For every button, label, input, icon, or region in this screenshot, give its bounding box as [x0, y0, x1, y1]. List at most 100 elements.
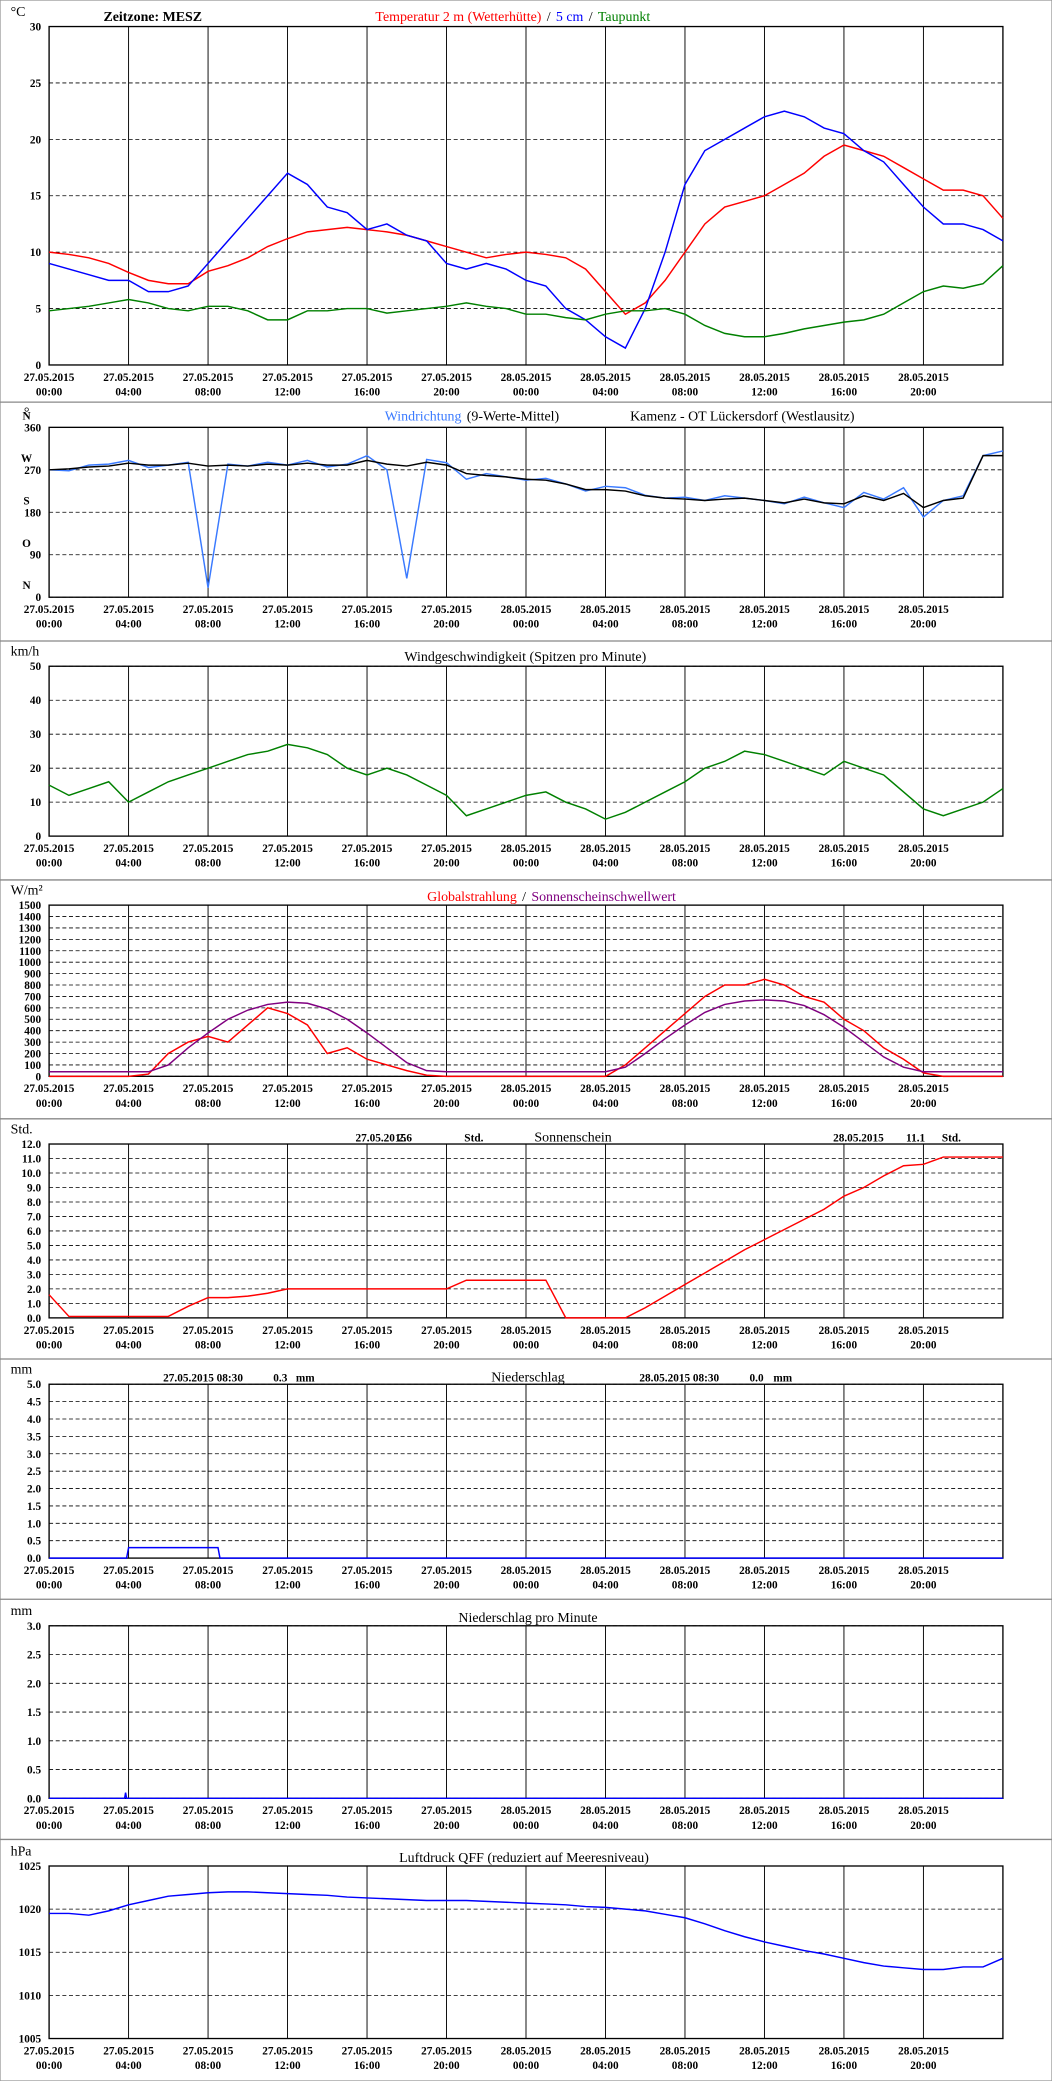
x-tick-label: 04:00: [592, 386, 619, 398]
y-tick-label: 0.0: [27, 1793, 41, 1805]
y-tick-label: 30: [30, 729, 42, 741]
x-tick-label: 20:00: [910, 2060, 937, 2072]
x-tick-label: 00:00: [36, 1820, 63, 1832]
y-tick-label: 0: [35, 1071, 41, 1083]
x-tick-label: 28.05.2015: [819, 843, 870, 855]
x-tick-label: 28.05.2015: [739, 604, 790, 616]
x-tick-label: 08:00: [195, 1580, 222, 1592]
x-tick-label: 00:00: [36, 1339, 63, 1351]
chart-title: Niederschlag: [491, 1371, 564, 1386]
x-tick-label: 28.05.2015: [739, 1083, 790, 1095]
x-tick-label: 12:00: [274, 386, 301, 398]
x-tick-label: 12:00: [274, 858, 301, 870]
x-tick-label: 12:00: [274, 1339, 301, 1351]
unit-label: km/h: [11, 645, 40, 660]
y-tick-label: 1500: [19, 900, 42, 912]
x-tick-label: 04:00: [115, 386, 142, 398]
legend-entry: Globalstrahlung: [427, 890, 517, 905]
data-line: [49, 144, 1004, 316]
y-tick-label: 10: [30, 797, 42, 809]
annotation: 28.05.2015: [833, 1132, 884, 1144]
x-tick-label: 08:00: [672, 386, 699, 398]
chart-title: Sonnenschein: [534, 1130, 611, 1145]
y-tick-label: 1025: [19, 1861, 42, 1873]
x-tick-label: 27.05.2015: [421, 2045, 472, 2057]
annotation: 27.05.2015: [356, 1132, 407, 1144]
legend-entry: 5 cm: [556, 10, 584, 25]
x-tick-label: 00:00: [513, 386, 540, 398]
x-tick-label: 27.05.2015: [183, 1325, 234, 1337]
y-tick-label: 1000: [19, 957, 42, 969]
x-tick-label: 28.05.2015: [898, 1325, 949, 1337]
unit-label: °C: [11, 5, 26, 20]
x-tick-label: 12:00: [751, 1339, 778, 1351]
unit-label: hPa: [11, 1844, 32, 1859]
x-tick-label: 28.05.2015: [580, 372, 631, 384]
x-tick-label: 00:00: [513, 619, 540, 631]
x-tick-label: 04:00: [592, 2060, 619, 2072]
y-tick-label: 4.0: [27, 1414, 41, 1426]
data-line: [49, 454, 1003, 509]
y-tick-label: 1.0: [27, 1298, 41, 1310]
x-tick-label: 12:00: [751, 858, 778, 870]
y-tick-label: 15: [30, 191, 42, 203]
x-tick-label: 27.05.2015: [24, 2045, 75, 2057]
x-tick-label: 00:00: [513, 1339, 540, 1351]
x-tick-label: 20:00: [910, 1580, 937, 1592]
y-tick-label: 2.5: [27, 1466, 41, 1478]
x-tick-label: 08:00: [195, 1820, 222, 1832]
y-tick-label: 5: [35, 304, 41, 316]
data-line: [48, 743, 1004, 820]
y-tick-label: 100: [24, 1060, 41, 1072]
x-tick-label: 28.05.2015: [660, 843, 711, 855]
x-tick-label: 28.05.2015: [898, 2045, 949, 2057]
annotation: 27.05.2015 08:30: [163, 1373, 243, 1385]
x-tick-label: 27.05.2015: [103, 1565, 154, 1577]
x-tick-label: 16:00: [831, 858, 858, 870]
legend-separator: /: [522, 890, 526, 905]
y-tick-label: 90: [30, 550, 42, 562]
x-tick-label: 27.05.2015: [183, 2045, 234, 2057]
x-tick-label: 04:00: [592, 1580, 619, 1592]
x-tick-label: 08:00: [672, 1580, 699, 1592]
x-tick-label: 28.05.2015: [580, 843, 631, 855]
x-tick-label: 00:00: [36, 1580, 63, 1592]
legend-entry: Sonnenscheinschwellwert: [531, 890, 676, 905]
x-tick-label: 04:00: [592, 1339, 619, 1351]
y-tick-label: 300: [24, 1037, 41, 1049]
x-tick-label: 27.05.2015: [103, 843, 154, 855]
x-tick-label: 08:00: [195, 1339, 222, 1351]
x-tick-label: 27.05.2015: [342, 1083, 393, 1095]
x-tick-label: 27.05.2015: [183, 604, 234, 616]
x-tick-label: 28.05.2015: [580, 1083, 631, 1095]
x-tick-label: 20:00: [910, 1820, 937, 1832]
y-tick-label: 0.0: [27, 1313, 41, 1325]
x-tick-label: 08:00: [672, 619, 699, 631]
annotation: mm: [296, 1373, 315, 1385]
compass-label: N: [22, 580, 30, 592]
x-tick-label: 27.05.2015: [421, 1565, 472, 1577]
y-tick-label: 7.0: [27, 1211, 41, 1223]
x-tick-label: 28.05.2015: [819, 1565, 870, 1577]
x-tick-label: 16:00: [831, 1098, 858, 1110]
x-tick-label: 27.05.2015: [262, 372, 313, 384]
x-tick-label: 27.05.2015: [24, 1565, 75, 1577]
x-tick-label: 27.05.2015: [103, 2045, 154, 2057]
y-tick-label: 11.0: [22, 1153, 41, 1165]
compass-label: N: [22, 410, 30, 422]
x-tick-label: 27.05.2015: [103, 604, 154, 616]
y-tick-label: 12.0: [21, 1139, 41, 1151]
x-tick-label: 28.05.2015: [580, 604, 631, 616]
x-tick-label: 04:00: [115, 1820, 142, 1832]
x-tick-label: 16:00: [831, 1339, 858, 1351]
annotation: 2.6: [398, 1132, 412, 1144]
x-tick-label: 12:00: [751, 2060, 778, 2072]
x-tick-label: 20:00: [433, 386, 460, 398]
x-tick-label: 27.05.2015: [342, 372, 393, 384]
unit-label: °: [24, 406, 30, 421]
x-tick-label: 20:00: [433, 858, 460, 870]
x-tick-label: 00:00: [513, 858, 540, 870]
y-tick-label: 1400: [19, 912, 42, 924]
x-tick-label: 27.05.2015: [342, 604, 393, 616]
x-tick-label: 28.05.2015: [819, 604, 870, 616]
